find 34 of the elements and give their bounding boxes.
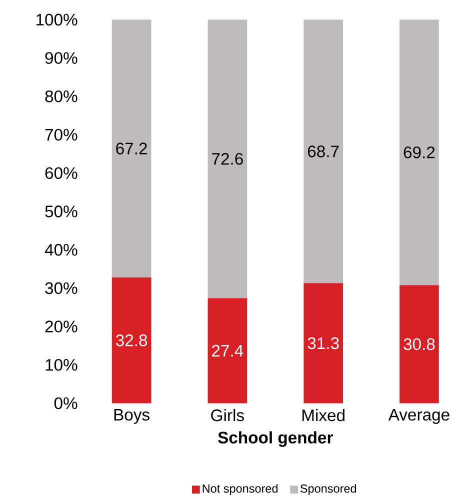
bar [208,298,248,404]
data-label: 30.8 [404,338,435,350]
y-tick-label: 60% [45,167,78,179]
data-label: 31.3 [308,337,339,350]
data-label: 68.7 [308,146,339,158]
y-tick-label: 80% [45,90,78,102]
bar [208,20,248,298]
legend-label: Sponsored [300,484,356,496]
data-label: 69.2 [404,146,435,158]
bar [304,20,343,284]
y-tick-label: 0% [54,397,78,410]
y-tick-label: 90% [45,52,78,64]
y-tick-label: 70% [45,128,78,141]
legend-label: Not sponsored [202,484,278,496]
bar [400,285,439,404]
bar [112,20,152,278]
x-tick-label: Mixed [302,408,344,422]
x-tick-label: Average [388,408,450,424]
bar [304,283,343,404]
y-tick-label: 30% [45,282,78,294]
y-tick-label: 10% [46,358,78,371]
y-tick-label: 50% [45,206,78,218]
data-label: 72.6 [212,153,243,165]
data-label: 67.2 [116,142,147,154]
y-tick-label: 20% [45,320,78,332]
y-tick-label: 100% [36,14,78,26]
x-axis-title: School gender [218,431,333,447]
data-label: 32.8 [116,334,147,346]
x-tick-label: Girls [211,408,244,422]
x-tick-label: Boys [114,408,150,424]
y-tick-label: 40% [44,244,78,256]
bar [400,20,439,286]
data-label: 27.4 [212,344,244,356]
bar [112,277,152,404]
